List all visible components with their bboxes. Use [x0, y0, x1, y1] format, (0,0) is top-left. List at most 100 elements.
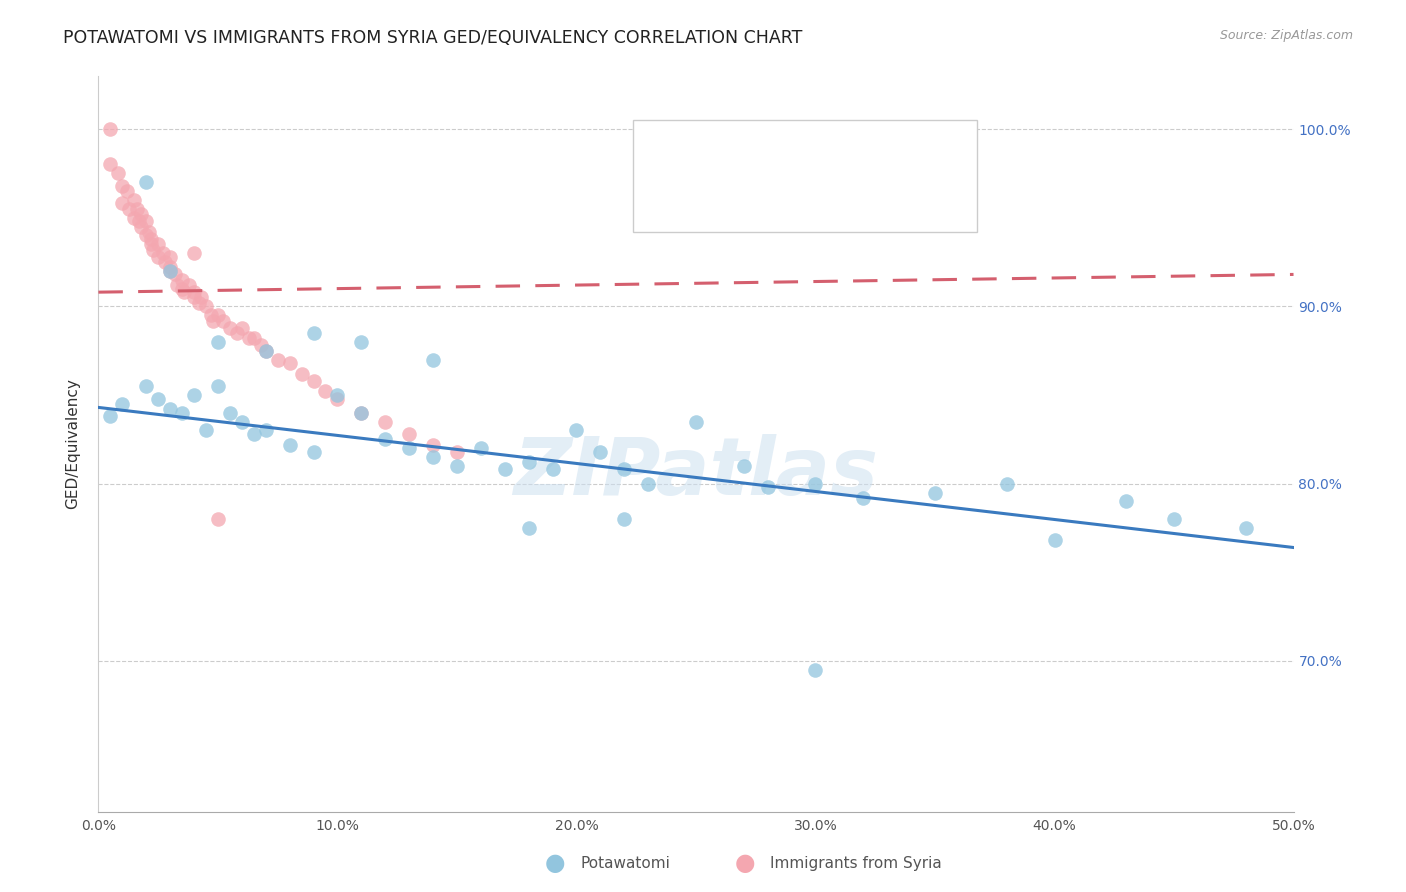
Point — [374, 433, 396, 447]
Point — [135, 379, 157, 393]
Point — [995, 476, 1018, 491]
Text: N =: N = — [830, 192, 877, 210]
Point — [172, 273, 194, 287]
Point — [350, 406, 373, 420]
Point — [637, 476, 659, 491]
Point — [111, 178, 134, 193]
Point — [1043, 533, 1066, 548]
Point — [139, 237, 162, 252]
Point — [207, 379, 229, 393]
Point — [135, 214, 157, 228]
Point — [350, 334, 373, 349]
Point — [118, 202, 141, 216]
Point — [148, 392, 170, 406]
Point — [243, 331, 266, 345]
Point — [1234, 521, 1257, 535]
Point — [98, 122, 122, 136]
Point — [195, 424, 218, 438]
Point — [219, 406, 242, 420]
Point — [852, 491, 875, 505]
Point — [446, 444, 468, 458]
Point — [278, 356, 301, 370]
Point — [138, 225, 160, 239]
Point — [446, 458, 468, 473]
Point — [517, 521, 540, 535]
Point — [190, 290, 212, 304]
Text: R =: R = — [703, 150, 740, 168]
Point — [613, 512, 636, 526]
Point — [231, 415, 253, 429]
Text: 0.033: 0.033 — [749, 192, 801, 210]
Point — [172, 406, 194, 420]
Point — [115, 184, 138, 198]
Point — [159, 260, 181, 275]
Text: ZIPatlas: ZIPatlas — [513, 434, 879, 512]
Point — [924, 485, 946, 500]
Point — [148, 250, 170, 264]
Point — [187, 295, 209, 310]
Point — [250, 338, 273, 352]
Point — [207, 334, 229, 349]
Text: 50: 50 — [886, 150, 908, 168]
Text: N =: N = — [830, 150, 877, 168]
Point — [159, 402, 181, 417]
Point — [398, 427, 420, 442]
Point — [135, 175, 157, 189]
Point — [685, 415, 707, 429]
Point — [135, 228, 157, 243]
Point — [148, 237, 170, 252]
Point — [98, 409, 122, 424]
Point — [267, 352, 290, 367]
Point — [326, 388, 349, 402]
Point — [1163, 512, 1185, 526]
Point — [124, 211, 146, 225]
Point — [202, 313, 225, 327]
Point — [131, 219, 153, 234]
Point — [422, 450, 444, 464]
Point — [374, 415, 396, 429]
Point — [159, 264, 181, 278]
Point — [98, 157, 122, 171]
Text: -0.231: -0.231 — [749, 150, 808, 168]
Point — [494, 462, 516, 476]
Point — [254, 343, 277, 358]
Text: Potawatomi: Potawatomi — [581, 856, 671, 871]
Point — [541, 462, 564, 476]
Point — [111, 196, 134, 211]
Point — [398, 441, 420, 455]
Point — [254, 424, 277, 438]
Point — [326, 392, 349, 406]
Point — [152, 246, 174, 260]
Point — [226, 326, 249, 340]
Point — [804, 476, 827, 491]
Text: ●: ● — [546, 852, 565, 875]
Point — [613, 462, 636, 476]
Point — [238, 331, 260, 345]
Point — [291, 367, 314, 381]
Point — [315, 384, 337, 399]
Point — [302, 444, 325, 458]
Point — [107, 166, 129, 180]
Point — [125, 202, 148, 216]
Point — [195, 299, 218, 313]
Point — [1115, 494, 1137, 508]
Y-axis label: GED/Equivalency: GED/Equivalency — [65, 378, 80, 509]
Point — [183, 388, 205, 402]
Point — [159, 250, 181, 264]
Point — [159, 264, 181, 278]
Point — [231, 320, 253, 334]
Point — [219, 320, 242, 334]
Point — [179, 278, 201, 293]
Text: POTAWATOMI VS IMMIGRANTS FROM SYRIA GED/EQUIVALENCY CORRELATION CHART: POTAWATOMI VS IMMIGRANTS FROM SYRIA GED/… — [63, 29, 803, 46]
Point — [350, 406, 373, 420]
Text: R =: R = — [703, 192, 740, 210]
Point — [172, 282, 194, 296]
Point — [302, 374, 325, 388]
Point — [756, 480, 779, 494]
Text: ●: ● — [735, 852, 755, 875]
Text: 61: 61 — [886, 192, 908, 210]
Point — [517, 455, 540, 469]
Point — [111, 397, 134, 411]
Point — [589, 444, 612, 458]
Point — [131, 207, 153, 221]
